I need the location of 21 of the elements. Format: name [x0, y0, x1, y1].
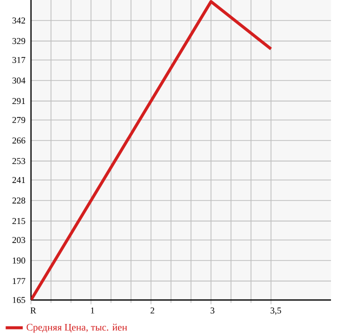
x-tick-label: R: [30, 307, 36, 314]
y-tick-label: 317: [12, 56, 26, 64]
y-tick-label: 291: [12, 98, 25, 104]
x-tick-label: 3,5: [270, 307, 282, 315]
y-tick-label: 304: [12, 77, 26, 84]
x-tick-label: 3: [210, 307, 214, 314]
y-tick-label: 177: [12, 278, 26, 284]
y-tick-label: 203: [12, 236, 26, 244]
y-tick-label: 228: [12, 197, 26, 204]
y-tick-label: 266: [12, 138, 26, 144]
y-tick-label: 342: [12, 18, 26, 24]
x-tick-label: 1: [90, 307, 94, 314]
y-tick-label: 241: [12, 177, 25, 183]
legend-label: Средняя Цена, тыс. йен: [26, 324, 128, 333]
x-tick-label: 2: [150, 307, 154, 314]
y-tick-label: 165: [12, 296, 26, 304]
y-tick-label: 253: [12, 158, 26, 164]
y-tick-label: 215: [12, 218, 26, 224]
y-tick-label: 190: [12, 257, 26, 264]
y-tick-label: 329: [12, 38, 26, 44]
y-tick-label: 279: [12, 116, 26, 124]
